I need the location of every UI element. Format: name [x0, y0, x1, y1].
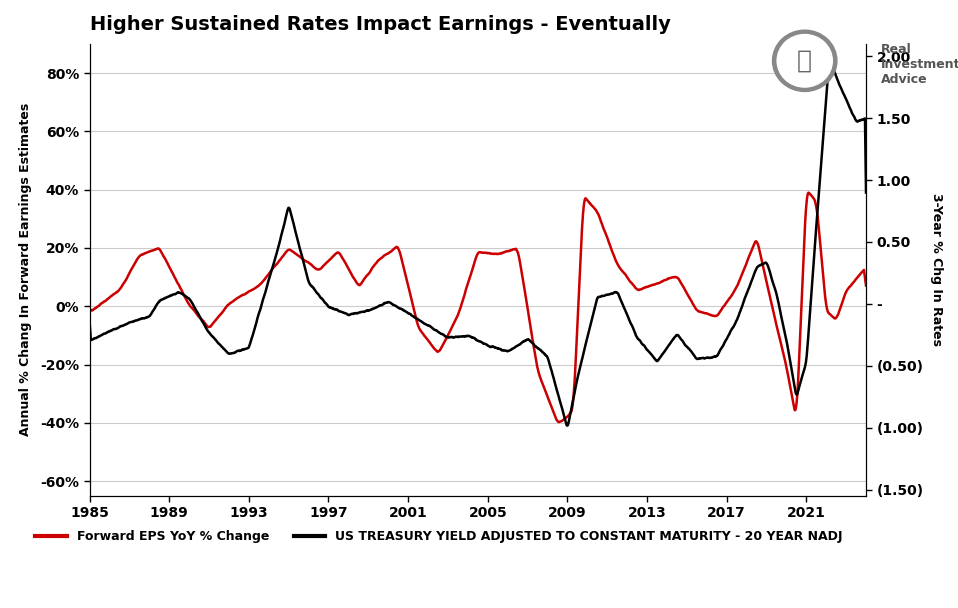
Text: 🦅: 🦅 — [797, 49, 812, 73]
Y-axis label: Annual % Chang In Forward Earnings Estimates: Annual % Chang In Forward Earnings Estim… — [19, 103, 32, 437]
Y-axis label: 3-Year % Chg In Rates: 3-Year % Chg In Rates — [930, 193, 943, 347]
Text: Real
Investment
Advice: Real Investment Advice — [881, 43, 958, 86]
Text: Higher Sustained Rates Impact Earnings - Eventually: Higher Sustained Rates Impact Earnings -… — [90, 15, 671, 34]
Circle shape — [777, 35, 833, 87]
Legend: Forward EPS YoY % Change, US TREASURY YIELD ADJUSTED TO CONSTANT MATURITY - 20 Y: Forward EPS YoY % Change, US TREASURY YI… — [31, 525, 848, 548]
Circle shape — [772, 30, 837, 91]
